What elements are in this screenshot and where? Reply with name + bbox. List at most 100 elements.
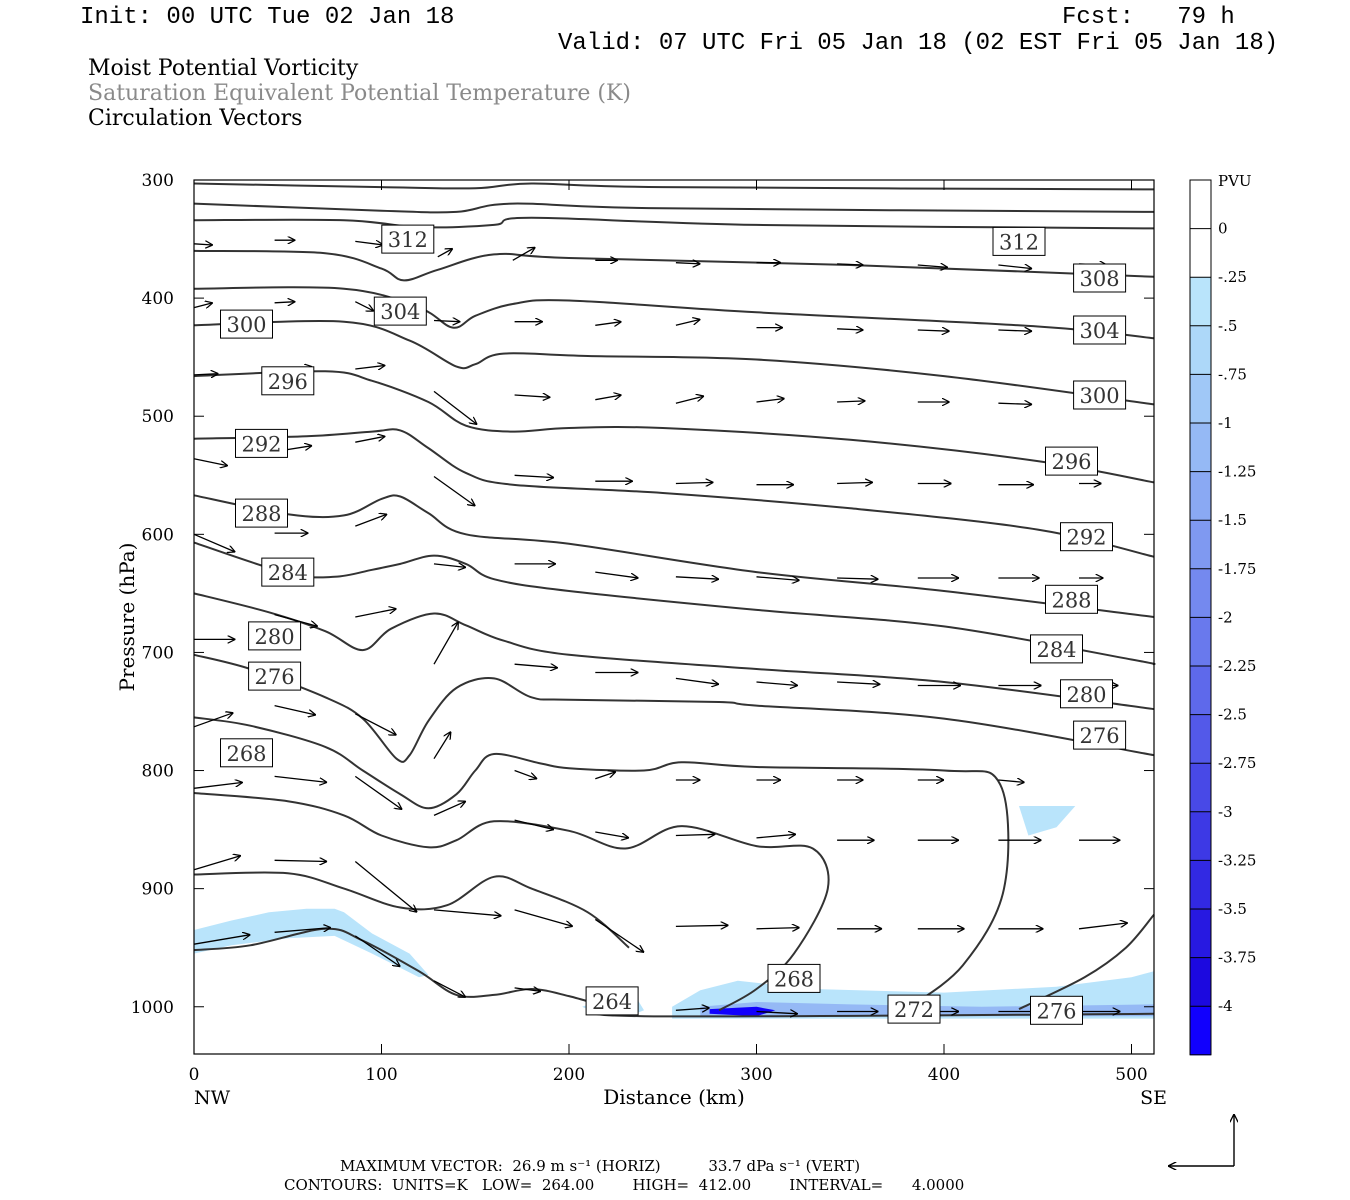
contour-label-layer: 312 304 300 296 292 288 284 280 276 268 312 308 304 3…	[220, 224, 1127, 1025]
colorbar-segment	[1190, 423, 1211, 473]
contour-label-280: 280	[248, 621, 302, 651]
contour-label-304: 304	[1073, 315, 1127, 345]
wind-vector	[594, 918, 644, 952]
x-axis-label: Distance (km)	[603, 1085, 745, 1109]
svg-text:288: 288	[241, 502, 281, 526]
wind-vector	[675, 925, 729, 926]
svg-text:312: 312	[999, 230, 1039, 254]
wind-vector	[355, 609, 396, 618]
colorbar-label: -3.5	[1218, 900, 1247, 918]
svg-text:296: 296	[1051, 450, 1091, 474]
colorbar-segment	[1190, 325, 1211, 375]
colorbar-unit: PVU	[1218, 172, 1252, 190]
wind-vector	[193, 935, 250, 945]
wind-vector	[354, 935, 400, 967]
svg-text:288: 288	[1051, 588, 1091, 612]
contour-280-10	[193, 592, 1155, 711]
wind-vector	[675, 263, 700, 264]
contour-label-312: 312	[381, 224, 435, 254]
svg-text:308: 308	[1080, 267, 1120, 291]
contour-304-4	[193, 286, 1155, 340]
contour-296-6	[193, 370, 1155, 484]
wind-vector	[193, 303, 213, 308]
wind-vector	[837, 329, 863, 330]
contour-label-292: 292	[1060, 522, 1113, 552]
colorbar-segment	[1190, 860, 1211, 910]
colorbar-segment	[1190, 228, 1211, 278]
contour-label-280: 280	[1060, 679, 1113, 709]
colorbar-label: -.75	[1218, 365, 1247, 383]
svg-text:272: 272	[894, 998, 934, 1022]
wind-vector	[514, 769, 538, 779]
svg-text:304: 304	[1080, 319, 1120, 343]
x-tick-label: 300	[740, 1065, 772, 1085]
colorbar-segment	[1190, 909, 1211, 959]
colorbar-segment	[1190, 714, 1211, 764]
wind-vector	[514, 475, 554, 477]
colorbar-label: -1.75	[1218, 560, 1256, 578]
svg-text:280: 280	[255, 625, 295, 649]
wind-vector	[355, 436, 385, 443]
contour-label-300: 300	[1073, 380, 1127, 410]
x-tick-label: 0	[189, 1065, 200, 1085]
svg-text:280: 280	[1066, 683, 1106, 707]
field-name-vectors: Circulation Vectors	[88, 106, 303, 131]
wind-vector	[514, 819, 554, 830]
wind-vector	[675, 677, 719, 684]
valid-time: Valid: 07 UTC Fri 05 Jan 18 (02 EST Fri …	[558, 30, 1279, 57]
wind-vector	[675, 577, 719, 579]
contour-268-13	[193, 792, 830, 1012]
contour-284-9	[193, 541, 1156, 666]
svg-text:284: 284	[268, 561, 308, 585]
wind-vector	[675, 396, 704, 404]
contour-272-12	[193, 716, 1010, 1010]
contour-label-300: 300	[220, 309, 273, 339]
y-axis-label: Pressure (hPa)	[115, 543, 139, 692]
wind-vector	[193, 856, 241, 871]
wind-vector	[433, 564, 466, 568]
wind-vector	[433, 801, 466, 816]
contour-label-264: 264	[585, 986, 639, 1016]
wind-vector	[193, 782, 243, 789]
wind-vector	[355, 241, 383, 245]
y-tick-label: 500	[142, 407, 174, 427]
svg-text:276: 276	[1036, 999, 1076, 1023]
wind-vector	[514, 664, 558, 668]
wind-vector	[512, 247, 536, 261]
wind-vector	[675, 834, 715, 835]
contour-label-288: 288	[1045, 584, 1098, 614]
contour-label-268: 268	[767, 963, 821, 993]
pv-region-1	[1019, 806, 1076, 836]
wind-vector	[998, 265, 1032, 269]
contour-label-288: 288	[235, 498, 288, 528]
wind-vector	[274, 860, 328, 861]
svg-text:276: 276	[255, 665, 295, 689]
field-name-mpv: Moist Potential Vorticity	[88, 56, 359, 81]
colorbar-label: -1.25	[1218, 463, 1256, 481]
wind-vector	[837, 578, 878, 579]
contour-label-276: 276	[1030, 995, 1083, 1025]
colorbar-segment	[1190, 471, 1211, 521]
colorbar: PVU 0 -.25 -.5 -.75 -1 -1.25 -1.5 -1.75 -2 -2.25 -2…	[1189, 172, 1256, 1056]
contour-unlabeled-1	[193, 202, 1155, 214]
forecast-hour: Fcst: 79 h	[1062, 4, 1235, 31]
contour-264-14	[193, 871, 630, 949]
wind-vector	[756, 399, 785, 403]
plot-frame	[193, 179, 1155, 1055]
colorbar-segment	[1190, 617, 1211, 667]
y-tick-label: 600	[142, 525, 174, 545]
pv-shading-layer	[194, 806, 1154, 1019]
wind-vector	[675, 482, 714, 483]
svg-text:300: 300	[1080, 384, 1120, 408]
wind-vector	[355, 301, 374, 311]
svg-text:300: 300	[226, 313, 266, 337]
colorbar-label: -1.5	[1218, 511, 1247, 529]
wind-vector	[433, 909, 502, 916]
wind-vector	[837, 482, 873, 483]
contour-276-11	[193, 653, 1155, 763]
wind-vector	[998, 330, 1032, 331]
wind-vector	[437, 249, 453, 258]
wind-vector	[433, 732, 451, 760]
contour-label-284: 284	[1030, 634, 1083, 664]
wind-vector	[595, 772, 616, 780]
